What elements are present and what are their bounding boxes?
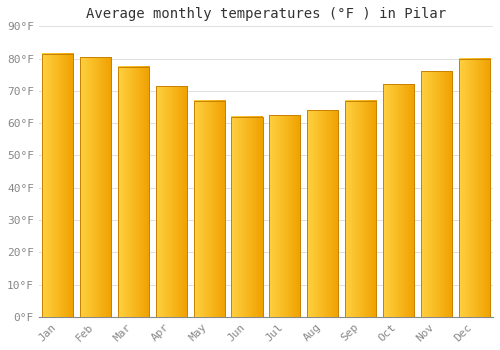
Bar	[270, 115, 300, 317]
Bar	[421, 71, 452, 317]
Bar	[232, 117, 262, 317]
Bar	[80, 57, 111, 317]
Bar	[383, 84, 414, 317]
Bar	[118, 66, 149, 317]
Bar	[345, 100, 376, 317]
Bar	[42, 54, 74, 317]
Bar	[156, 86, 187, 317]
Bar	[307, 110, 338, 317]
Bar	[458, 58, 490, 317]
Bar	[194, 100, 224, 317]
Title: Average monthly temperatures (°F ) in Pilar: Average monthly temperatures (°F ) in Pi…	[86, 7, 446, 21]
